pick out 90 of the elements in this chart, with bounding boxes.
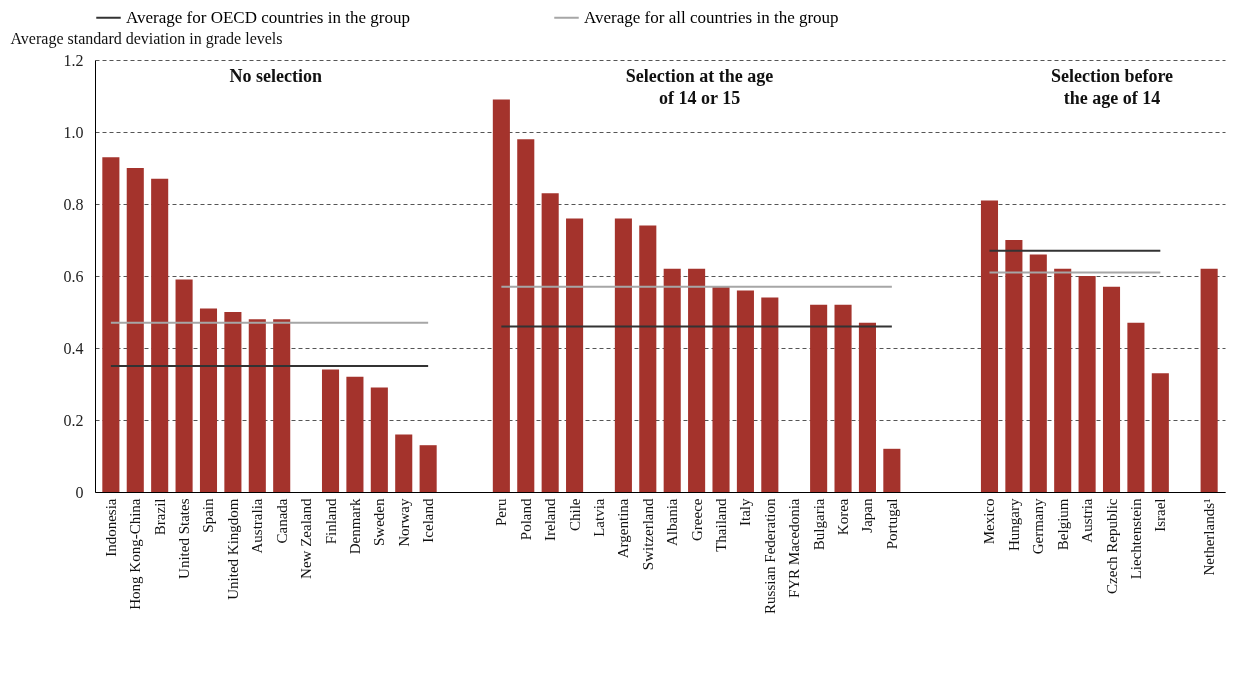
x-tick-label: Latvia [590,498,607,537]
x-tick-label: Italy [737,498,754,526]
x-tick-label: Czech Republic [1103,498,1120,594]
x-tick-label: Greece [688,498,705,541]
x-tick-label: Ireland [542,498,559,541]
bar [248,319,266,492]
bar [175,279,193,492]
x-tick-label: Japan [859,498,876,533]
y-tick-label: 0.8 [63,195,84,213]
x-tick-label: Poland [517,498,534,541]
x-tick-label: Norway [395,498,412,547]
bar [688,268,706,492]
bar [370,387,388,492]
bar [761,297,779,492]
y-tick-label: 0 [75,483,84,501]
x-tick-label: Liechtenstein [1127,498,1144,580]
bar [224,312,242,492]
bar [712,286,730,492]
bar [151,178,169,492]
bar [980,200,999,492]
bar [419,445,437,492]
x-tick-label: United Kingdom [224,498,241,600]
bar [126,168,144,492]
x-tick-label: Israel [1152,498,1169,532]
bar [858,322,876,492]
bar [321,369,340,492]
bar [1054,268,1072,492]
x-tick-label: Austria [1079,498,1096,543]
annotation: Selection before the age of 14 [1050,66,1174,108]
x-tick-label: Argentina [615,498,632,559]
y-tick-label: 1.2 [63,51,84,69]
bar [1029,254,1047,492]
x-tick-label: Germany [1030,498,1047,555]
bar [1005,240,1023,492]
bar [346,376,364,492]
y-tick-label: 0.6 [63,267,84,285]
x-tick-label: Peru [493,498,510,526]
bar [614,218,632,492]
bar [663,268,681,492]
x-tick-label: Thailand [713,498,730,552]
y-tick-label: 1.0 [63,123,84,141]
bar [273,319,291,492]
x-tick-label: Sweden [371,498,388,546]
x-tick-label: Netherlands¹ [1201,498,1218,576]
x-tick-label: Hong Kong-China [127,498,144,610]
x-tick-label: Iceland [420,498,437,543]
legend-label: Average for OECD countries in the group [126,7,410,27]
x-tick-label: Brazil [151,498,168,536]
bar [566,218,584,492]
x-tick-label: Australia [249,498,266,554]
x-tick-label: Switzerland [639,498,656,571]
x-tick-label: Denmark [346,498,363,555]
x-tick-label: Mexico [981,498,998,545]
x-tick-label: FYR Macedonia [786,498,803,599]
bar [834,304,852,492]
bar [736,290,754,492]
x-tick-label: Albania [664,498,681,546]
bar [492,99,510,492]
y-axis-title: Average standard deviation in grade levels [10,29,283,48]
bar [541,193,559,492]
y-tick-label: 0.4 [63,339,84,357]
x-tick-label: Portugal [883,498,900,550]
bar [883,448,901,492]
x-tick-label: Belgium [1054,498,1071,551]
x-tick-label: Spain [200,498,217,533]
x-tick-label: Hungary [1005,498,1022,551]
x-tick-label: Russian Federation [761,498,778,614]
bar [102,157,120,492]
bar [1078,276,1096,492]
bar [810,304,828,492]
bar [1102,286,1121,492]
x-tick-label: United States [176,498,193,579]
bar [199,308,218,492]
annotation: Selection at the age of 14 or 15 [625,66,774,108]
legend-label: Average for all countries in the group [584,7,839,27]
bar [639,225,657,492]
x-tick-label: Finland [322,498,339,545]
x-tick-label: Chile [566,498,583,531]
x-tick-label: Bulgaria [810,498,827,551]
bar [517,139,535,492]
bar [1200,268,1218,492]
x-tick-label: New Zealand [298,498,315,579]
annotation: No selection [229,66,323,86]
x-tick-label: Korea [835,498,852,536]
x-tick-label: Indonesia [102,498,119,557]
bar [1127,322,1145,492]
x-tick-label: Canada [273,498,290,544]
bar [1151,373,1169,492]
y-tick-label: 0.2 [63,411,84,429]
bar [395,434,413,492]
